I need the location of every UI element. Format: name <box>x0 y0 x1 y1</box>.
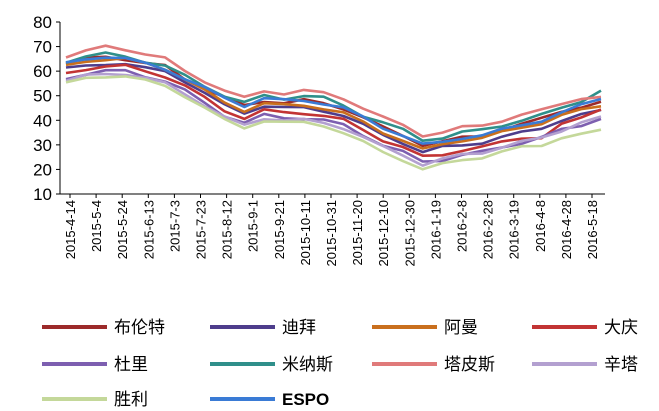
y-tick-label: 80 <box>33 13 52 32</box>
x-tick-label: 2015-6-13 <box>141 200 156 259</box>
series-line-1 <box>65 62 602 154</box>
legend-label-8: 胜利 <box>114 390 148 410</box>
legend-label-9: ESPO <box>282 390 329 409</box>
x-tick-label: 2015-12-10 <box>376 200 391 267</box>
x-tick-label: 2015-7-23 <box>194 200 209 259</box>
legend-label-6: 塔皮斯 <box>444 355 495 375</box>
legend-label-3: 大庆 <box>604 318 638 338</box>
y-axis: 10 20 30 40 50 60 70 80 <box>33 13 61 204</box>
x-tick-label: 2015-5-24 <box>115 200 130 259</box>
legend-label-0: 布伦特 <box>114 318 165 338</box>
y-tick-label: 20 <box>33 160 52 179</box>
legend-label-4: 杜里 <box>114 355 148 375</box>
y-tick-label: 50 <box>33 87 52 106</box>
series-lines <box>65 44 602 171</box>
x-tick-label: 2016-3-19 <box>507 200 522 259</box>
legend-label-1: 迪拜 <box>282 318 316 338</box>
x-tick-label: 2015-10-31 <box>324 200 339 267</box>
legend-label-2: 阿曼 <box>444 318 478 338</box>
legend-label-7: 辛塔 <box>604 355 638 375</box>
y-tick-label: 60 <box>33 62 52 81</box>
x-tick-label: 2016-2-28 <box>481 200 496 259</box>
series-line-7 <box>65 72 602 167</box>
y-tick-label: 10 <box>33 185 52 204</box>
x-tick-label: 2015-12-30 <box>402 200 417 267</box>
series-line-3 <box>65 63 602 157</box>
x-tick-label: 2016-4-28 <box>559 200 574 259</box>
x-tick-label: 2015-8-12 <box>220 200 235 259</box>
y-tick-label: 40 <box>33 111 52 130</box>
x-tick-label: 2015-5-4 <box>89 200 104 252</box>
legend-label-5: 米纳斯 <box>282 355 333 375</box>
x-tick-label: 2016-4-8 <box>533 200 548 252</box>
series-line-9 <box>65 56 602 145</box>
series-line-8 <box>65 75 602 171</box>
x-tick-label: 2015-11-20 <box>350 200 365 266</box>
series-line-5 <box>65 51 602 142</box>
x-tick-label: 2016-5-18 <box>585 200 600 259</box>
x-tick-label: 2015-7-3 <box>167 200 182 252</box>
x-tick-label: 2015-9-1 <box>246 200 261 252</box>
x-tick-label: 2015-9-21 <box>272 200 287 259</box>
x-tick-label: 2016-2-8 <box>455 200 470 252</box>
x-axis: 2015-4-14 2015-5-4 2015-5-24 2015-6-13 2015-… <box>60 193 605 267</box>
y-tick-label: 70 <box>33 38 52 57</box>
y-tick-label: 30 <box>33 136 52 155</box>
x-tick-label: 2015-10-11 <box>298 200 313 266</box>
x-tick-label: 2016-1-19 <box>428 200 443 259</box>
x-tick-label: 2015-4-14 <box>63 200 78 259</box>
series-line-6 <box>65 44 602 138</box>
